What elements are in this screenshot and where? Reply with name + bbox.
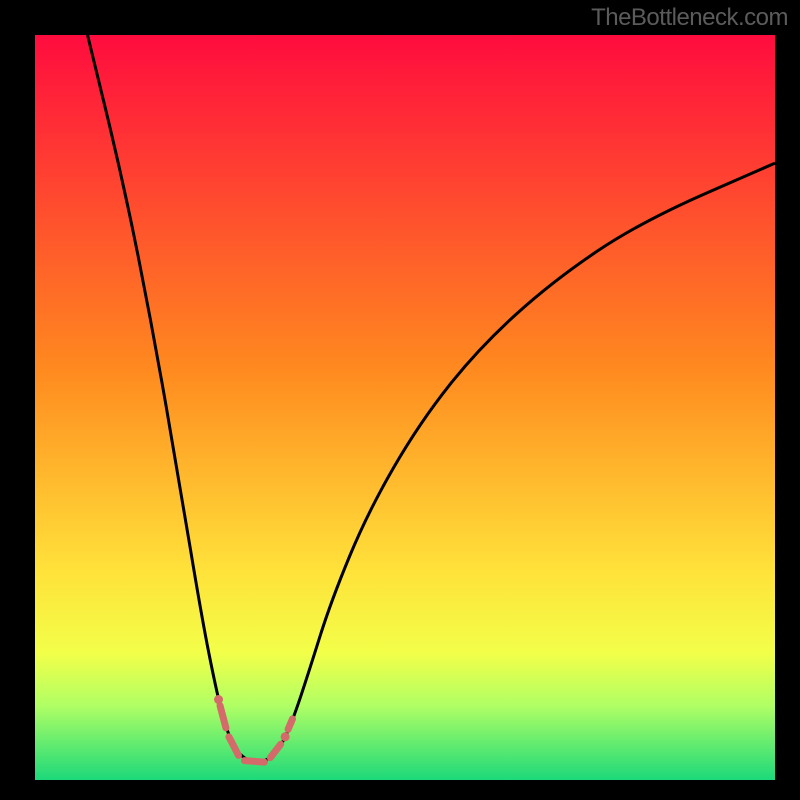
- attribution-text: TheBottleneck.com: [591, 4, 788, 32]
- main-curve: [88, 35, 775, 762]
- blip-segment: [220, 706, 226, 728]
- blip-segment: [244, 761, 264, 762]
- blip-dot: [281, 732, 290, 741]
- blip-dot: [214, 695, 223, 704]
- blip-segment: [288, 719, 292, 729]
- blip-segment: [229, 737, 239, 756]
- blip-segment: [270, 744, 280, 757]
- curve-layer: [35, 35, 775, 780]
- chart-frame: TheBottleneck.com: [0, 0, 800, 800]
